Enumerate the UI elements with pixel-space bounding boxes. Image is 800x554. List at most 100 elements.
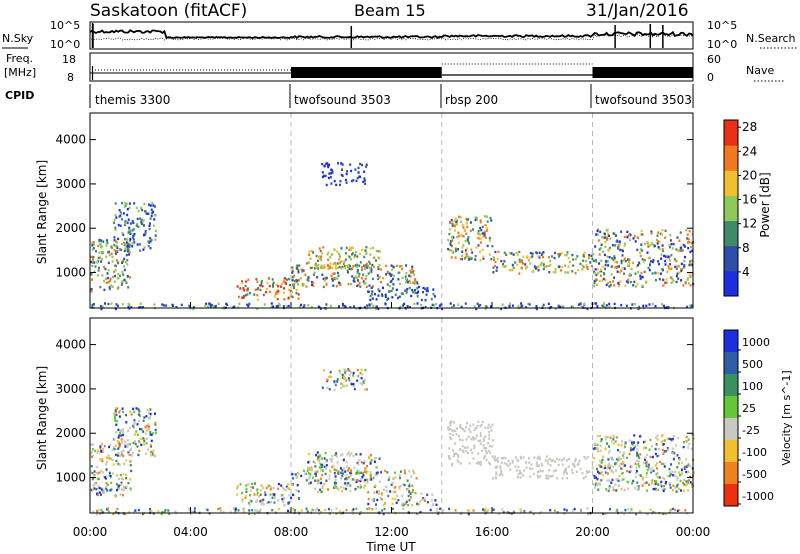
range-time-cell	[188, 507, 191, 511]
range-time-cell	[675, 485, 678, 488]
range-time-cell	[242, 295, 245, 298]
range-time-cell	[657, 240, 660, 243]
range-time-cell	[335, 507, 338, 510]
range-time-cell	[349, 248, 352, 251]
range-time-cell	[341, 469, 344, 472]
range-time-cell	[521, 304, 524, 307]
range-time-cell	[106, 489, 109, 492]
range-time-cell	[591, 257, 594, 261]
range-time-cell	[657, 246, 660, 249]
range-time-cell	[499, 465, 502, 468]
range-time-cell	[459, 448, 462, 451]
range-time-cell	[140, 208, 143, 212]
range-time-cell	[122, 273, 125, 276]
range-time-cell	[489, 425, 492, 429]
range-time-cell	[449, 242, 452, 245]
range-time-cell	[454, 509, 457, 512]
range-time-cell	[325, 276, 328, 280]
range-time-cell	[355, 480, 358, 484]
range-time-cell	[677, 436, 680, 440]
range-time-cell	[649, 263, 651, 267]
range-time-cell	[353, 280, 356, 283]
range-time-cell	[321, 473, 324, 477]
range-time-cell	[338, 305, 340, 308]
range-time-cell	[610, 456, 613, 459]
range-time-cell	[122, 454, 125, 458]
range-time-cell	[137, 508, 140, 512]
range-time-cell	[131, 242, 134, 245]
range-time-cell	[487, 426, 490, 429]
range-time-cell	[148, 203, 151, 206]
range-time-cell	[125, 253, 128, 257]
range-time-cell	[685, 465, 688, 468]
range-time-cell	[149, 222, 151, 225]
range-time-cell	[350, 268, 353, 271]
range-time-cell	[598, 471, 601, 475]
range-time-cell	[634, 445, 637, 448]
range-time-cell	[408, 484, 411, 488]
range-time-cell	[665, 281, 668, 284]
range-time-cell	[661, 433, 664, 437]
range-time-cell	[681, 471, 683, 474]
range-time-cell	[391, 481, 394, 485]
range-time-cell	[366, 470, 369, 473]
range-time-cell	[607, 472, 609, 475]
range-time-cell	[362, 280, 365, 283]
range-time-cell	[411, 268, 414, 271]
range-time-cell	[310, 305, 313, 309]
range-time-cell	[480, 423, 483, 427]
power-colorbar-tick-label: 4	[742, 265, 750, 279]
range-time-cell	[315, 472, 318, 476]
range-time-cell	[495, 471, 498, 474]
range-time-cell	[390, 274, 392, 277]
ytick-label: 3000	[55, 382, 86, 396]
range-time-cell	[630, 448, 632, 452]
range-time-cell	[244, 496, 247, 500]
range-time-cell	[625, 260, 627, 263]
range-time-cell	[535, 251, 538, 255]
range-time-cell	[354, 488, 357, 491]
velocity-ylabel: Slant Range [km]	[35, 366, 49, 470]
range-time-cell	[96, 261, 99, 264]
range-time-cell	[655, 472, 658, 476]
range-time-cell	[127, 451, 130, 454]
range-time-cell	[154, 421, 157, 425]
range-time-cell	[101, 257, 103, 261]
range-time-cell	[336, 262, 339, 265]
range-time-cell	[132, 451, 134, 454]
range-time-cell	[366, 266, 369, 269]
range-time-cell	[556, 511, 559, 514]
range-time-cell	[284, 277, 286, 280]
range-time-cell	[399, 476, 401, 480]
range-time-cell	[277, 499, 280, 502]
range-time-cell	[376, 471, 379, 475]
range-time-cell	[574, 457, 577, 461]
range-time-cell	[602, 467, 605, 470]
range-time-cell	[99, 285, 102, 289]
range-time-cell	[297, 297, 300, 300]
range-time-cell	[585, 471, 588, 474]
range-time-cell	[490, 219, 493, 222]
range-time-cell	[474, 427, 477, 430]
range-time-cell	[652, 469, 655, 473]
range-time-cell	[90, 443, 93, 446]
range-time-cell	[521, 260, 523, 263]
range-time-cell	[451, 250, 454, 253]
range-time-cell	[641, 258, 644, 261]
range-time-cell	[364, 249, 367, 252]
range-time-cell	[366, 481, 369, 484]
range-time-cell	[679, 458, 682, 461]
range-time-cell	[115, 413, 118, 417]
noise-right-tick-top: 10^5	[707, 19, 737, 32]
range-time-cell	[612, 442, 615, 445]
range-time-cell	[442, 509, 445, 512]
range-time-cell	[486, 229, 489, 232]
range-time-cell	[121, 270, 124, 274]
range-time-cell	[297, 271, 300, 274]
range-time-cell	[561, 459, 564, 462]
range-time-cell	[360, 461, 363, 464]
range-time-cell	[455, 452, 458, 456]
range-time-cell	[345, 384, 348, 387]
range-time-cell	[670, 463, 672, 466]
range-time-cell	[96, 274, 99, 277]
